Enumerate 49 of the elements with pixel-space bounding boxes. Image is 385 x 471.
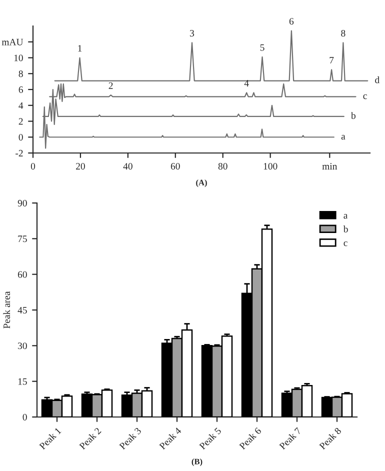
series-label: d [375, 76, 380, 84]
y-tick-label: 45 [18, 306, 27, 314]
x-tick-label: min [322, 163, 338, 170]
x-tick-label: 80 [218, 163, 228, 170]
annotation: 3 [190, 30, 194, 37]
y-tick-label: 0 [22, 414, 27, 420]
x-tick-label: Peak 8 [318, 426, 342, 450]
x-tick-label: Peak 7 [278, 426, 302, 450]
x-tick-label: 20 [76, 163, 85, 170]
y-tick-label: 60 [18, 271, 27, 278]
y-tick-label: 2 [18, 118, 23, 125]
line-series [54, 30, 368, 82]
series-label: b [351, 112, 356, 119]
y-tick-label: mAU [2, 38, 24, 46]
annotation: 8 [341, 30, 346, 37]
text: (B) [192, 458, 202, 466]
x-tick-label: Peak 3 [118, 426, 142, 450]
annotation: 4 [244, 80, 249, 86]
annotation: 7 [330, 57, 334, 64]
x-tick-label: Peak 4 [158, 426, 182, 450]
y-tick-label: 0 [18, 134, 23, 141]
series-label: a [341, 134, 346, 140]
y-tick-label: 4 [18, 102, 24, 109]
annotation: 1 [78, 45, 82, 52]
x-tick-label: Peak 6 [238, 426, 262, 450]
x-tick-label: 0 [30, 163, 36, 170]
annotation: 5 [260, 44, 264, 51]
annotation: 6 [289, 18, 294, 25]
y-tick-label: 30 [18, 342, 27, 350]
x-tick-label: Peak 5 [198, 426, 222, 450]
legend-label: a [344, 214, 348, 219]
y-tick-label: 15 [18, 378, 27, 385]
series-label: c [363, 94, 367, 100]
y-tick-label: -2 [16, 150, 23, 156]
x-tick-label: 40 [123, 163, 132, 170]
legend-label: c [344, 241, 348, 246]
x-tick-label: Peak 2 [78, 427, 102, 450]
legend-label: b [343, 226, 348, 232]
y-tick-label: 90 [18, 200, 27, 206]
y-tick-label: 8 [18, 70, 23, 78]
text: (A) [196, 180, 207, 188]
x-tick-label: 100 [264, 163, 278, 170]
y-tick-label: 75 [18, 236, 27, 242]
y-tick-label: 10 [14, 54, 23, 62]
x-tick-label: Peak 1 [38, 427, 62, 450]
x-tick-label: 60 [170, 163, 180, 170]
y-axis-title: Peak area [3, 291, 10, 328]
annotation: 2 [108, 82, 113, 89]
y-tick-label: 6 [18, 86, 23, 93]
